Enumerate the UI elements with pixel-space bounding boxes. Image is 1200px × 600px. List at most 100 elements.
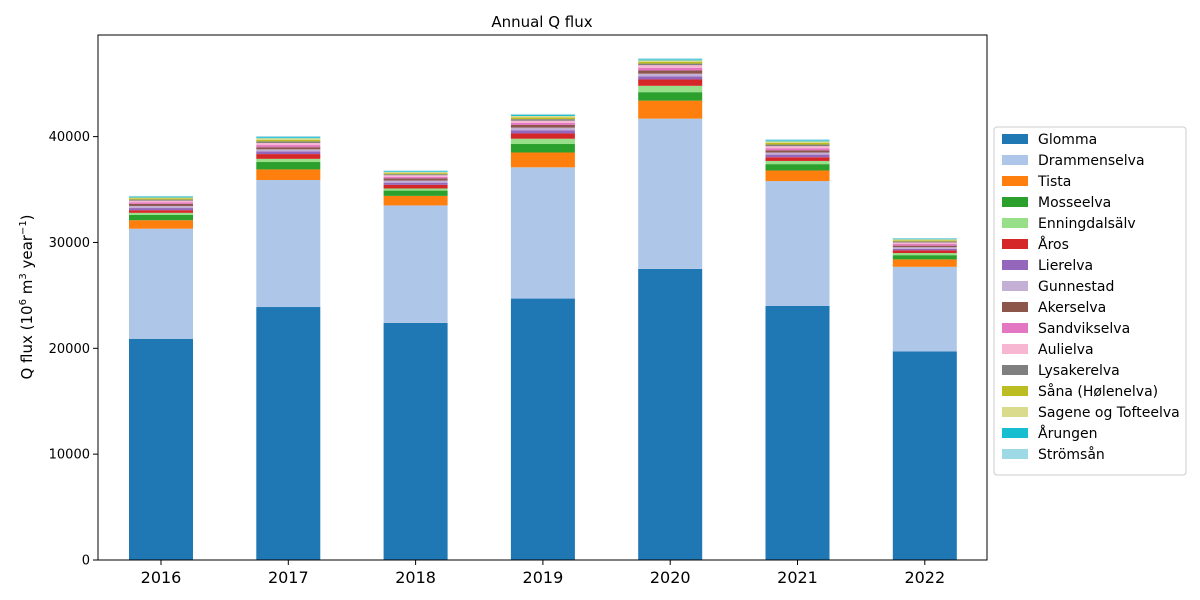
bar-segment (129, 197, 193, 199)
legend-label: Årungen (1038, 425, 1097, 442)
bar-segment (510, 114, 575, 116)
bar-segment (383, 190, 448, 196)
bar-segment (129, 338, 193, 560)
x-tick-label: 2016 (141, 568, 182, 587)
bar-segment (256, 307, 321, 560)
bar-segment (383, 171, 448, 173)
bar-segment (256, 139, 321, 142)
bar-segment (510, 124, 575, 128)
legend-label: Lierelva (1038, 258, 1093, 274)
legend-label: Enningdalsälv (1038, 216, 1136, 232)
bar-segment (765, 170, 830, 182)
bar-segment (510, 122, 575, 125)
bar-segment (129, 202, 193, 204)
bar-segment (383, 205, 448, 323)
y-tick-label: 40000 (49, 130, 90, 145)
x-tick-label: 2020 (650, 568, 691, 587)
legend-swatch (1002, 428, 1028, 438)
legend-swatch (1002, 239, 1028, 249)
x-tick-label: 2022 (904, 568, 945, 587)
bar-segment (638, 60, 703, 62)
bar-segment (638, 59, 703, 61)
y-tick-label: 10000 (49, 448, 90, 463)
legend-label: Glomma (1038, 132, 1097, 148)
bar-segment (256, 142, 321, 146)
bar-segment (892, 253, 957, 256)
bar-segment (510, 298, 575, 560)
bar-segment (892, 240, 957, 242)
bar-segment (510, 113, 575, 115)
bar-segment (129, 208, 193, 211)
legend-label: Sandvikselva (1038, 321, 1130, 337)
x-tick-label: 2018 (395, 568, 436, 587)
bar-segment (383, 322, 448, 560)
bar-segment (510, 152, 575, 168)
bar-segment (383, 195, 448, 206)
bar-segment (383, 175, 448, 177)
bar-segment (892, 238, 957, 240)
y-axis: 0 10000 20000 30000 40000 (49, 130, 98, 569)
bar-segment (765, 150, 830, 153)
bar-segment (638, 268, 703, 560)
bar-segment (383, 170, 448, 172)
bar-segment (765, 164, 830, 171)
bar-segment (510, 120, 575, 123)
bar-segment (510, 115, 575, 118)
bar-segment (129, 195, 193, 197)
legend-label: Åros (1038, 236, 1069, 253)
bar-segment (256, 169, 321, 181)
legend-label: Strömsån (1038, 446, 1105, 463)
legend-label: Aulielva (1038, 342, 1094, 358)
x-tick-label: 2021 (777, 568, 818, 587)
bar-segment (256, 162, 321, 170)
bar-segment (638, 67, 703, 71)
bar-segment (129, 200, 193, 203)
bar-segment (638, 65, 703, 68)
bar-segment (383, 173, 448, 175)
bar-segment (765, 142, 830, 145)
bar-segment (638, 118, 703, 269)
bar-segment (129, 210, 193, 213)
y-tick-label: 20000 (49, 342, 90, 357)
bar-segment (765, 140, 830, 142)
bar-segment (256, 154, 321, 159)
bar-segment (765, 144, 830, 147)
legend-label: Gunnestad (1038, 279, 1114, 295)
bar-segment (892, 250, 957, 254)
bar-segment (765, 152, 830, 155)
legend-label: Lysakerelva (1038, 363, 1120, 379)
bar-segment (256, 151, 321, 155)
x-axis: 2016 2017 2018 2019 2020 2021 2022 (141, 560, 945, 587)
bar-segment (638, 63, 703, 66)
bar-segment (638, 70, 703, 74)
legend-swatch (1002, 302, 1028, 312)
bar-segment (510, 127, 575, 131)
bar-segment (892, 247, 957, 249)
y-tick-label: 30000 (49, 236, 90, 251)
bar-segment (638, 76, 703, 80)
legend-swatch (1002, 323, 1028, 333)
bar-segment (638, 92, 703, 101)
legend-swatch (1002, 197, 1028, 207)
bar-segment (383, 174, 448, 176)
legend-label: Sagene og Tofteelva (1038, 405, 1180, 421)
bar-segment (638, 58, 703, 60)
bar-segment (765, 160, 830, 165)
legend-label: Mosseelva (1038, 195, 1111, 211)
bar-segment (765, 148, 830, 151)
bar-segment (892, 255, 957, 260)
bar-segment (638, 100, 703, 119)
bar-segment (638, 61, 703, 64)
bar-segment (638, 73, 703, 77)
bar-segment (892, 241, 957, 243)
bar-segment (129, 205, 193, 209)
legend-label: Drammenselva (1038, 153, 1145, 169)
bar-segment (892, 239, 957, 241)
bar-segment (129, 220, 193, 229)
bars-group (129, 58, 957, 560)
bar-segment (256, 138, 321, 140)
bar-segment (892, 351, 957, 560)
bar-segment (129, 198, 193, 200)
bar-segment (765, 141, 830, 143)
